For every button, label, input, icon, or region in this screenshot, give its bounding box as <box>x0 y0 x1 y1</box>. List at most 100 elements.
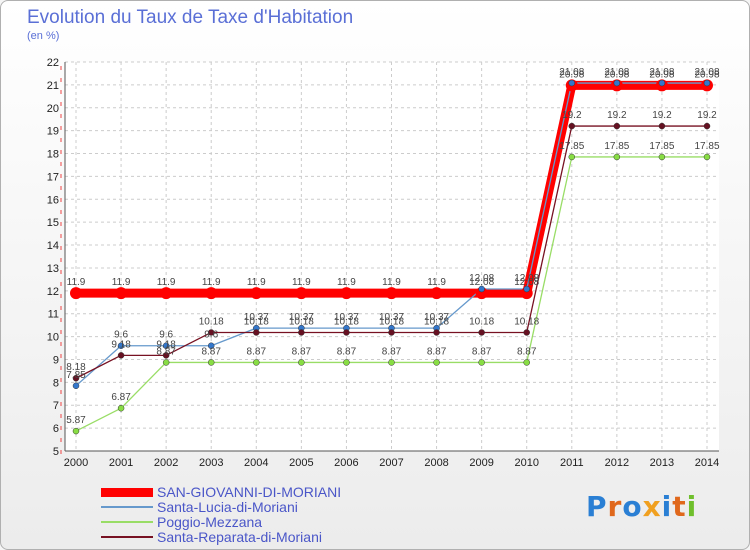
data-point-2 <box>568 153 576 161</box>
data-point-2 <box>703 153 711 161</box>
data-point-1 <box>703 79 711 87</box>
x-tick-label: 2005 <box>289 457 313 469</box>
data-point-0 <box>295 287 308 300</box>
data-label-0: 11.9 <box>112 277 131 288</box>
data-label-2: 8.87 <box>201 346 221 357</box>
y-tick-label: 19 <box>47 126 59 138</box>
legend-item: Santa-Lucia-di-Moriani <box>101 500 401 515</box>
data-label-1: 10.37 <box>334 312 359 323</box>
legend-swatch <box>101 506 153 508</box>
data-point-0 <box>70 287 82 300</box>
data-point-2 <box>253 359 260 366</box>
data-label-1: 21.08 <box>694 67 719 78</box>
data-label-1: 12.08 <box>514 273 539 284</box>
data-label-3: 10.18 <box>199 316 224 327</box>
data-point-0 <box>385 287 398 300</box>
x-tick-label: 2004 <box>244 457 268 469</box>
data-point-3 <box>613 122 621 130</box>
data-point-2 <box>478 359 485 366</box>
data-label-2: 8.87 <box>337 346 357 357</box>
data-point-3 <box>117 352 125 359</box>
data-point-0 <box>160 287 173 300</box>
chart-title: Evolution du Taux de Taxe d'Habitation <box>27 7 354 28</box>
data-point-2 <box>162 359 170 366</box>
x-tick-label: 2007 <box>379 457 403 469</box>
data-label-2: 6.87 <box>111 392 131 403</box>
legend-label: Poggio-Mezzana <box>157 514 263 530</box>
data-point-1 <box>568 79 576 87</box>
data-point-1 <box>117 342 125 349</box>
legend-swatch <box>101 536 153 538</box>
x-tick-label: 2001 <box>109 457 133 469</box>
data-label-1: 9.6 <box>204 330 218 341</box>
data-label-3: 10.18 <box>469 316 494 327</box>
legend-label: Santa-Lucia-di-Moriani <box>157 499 298 515</box>
data-point-0 <box>205 287 218 300</box>
data-point-2 <box>298 359 305 366</box>
y-tick-label: 21 <box>47 80 59 92</box>
y-tick-label: 12 <box>47 286 59 298</box>
data-point-3 <box>433 329 440 336</box>
data-label-0: 20.98 <box>694 69 719 80</box>
data-label-2: 17.85 <box>604 141 629 152</box>
data-point-3 <box>207 329 215 336</box>
data-label-3: 10.18 <box>244 316 269 327</box>
data-point-1 <box>478 285 485 293</box>
data-label-3: 9.18 <box>156 339 176 350</box>
y-tick-label: 7 <box>53 400 59 412</box>
data-label-3: 9.18 <box>111 339 131 350</box>
data-point-2 <box>72 427 80 435</box>
data-label-0: 11.9 <box>427 277 446 288</box>
data-label-3: 10.18 <box>289 316 314 327</box>
data-label-2: 8.87 <box>517 346 537 357</box>
data-point-0 <box>430 287 443 300</box>
y-tick-label: 16 <box>47 194 59 206</box>
x-tick-label: 2006 <box>334 457 358 469</box>
y-tick-label: 18 <box>47 149 59 161</box>
data-point-1 <box>658 79 666 87</box>
data-label-3: 10.18 <box>334 316 359 327</box>
data-label-2: 8.87 <box>472 346 492 357</box>
y-tick-label: 11 <box>48 309 59 321</box>
data-label-0: 20.98 <box>649 69 674 80</box>
data-point-2 <box>117 404 125 412</box>
x-tick-label: 2012 <box>605 457 629 469</box>
data-label-0: 20.98 <box>559 69 584 80</box>
data-label-0: 11.9 <box>247 277 266 288</box>
data-label-3: 19.2 <box>607 110 627 121</box>
data-point-2 <box>343 359 350 366</box>
data-label-0: 11.9 <box>202 277 221 288</box>
x-tick-label: 2008 <box>424 457 448 469</box>
data-point-0 <box>115 287 128 300</box>
data-point-0 <box>340 287 353 300</box>
data-label-0: 11.9 <box>337 277 356 288</box>
y-tick-label: 13 <box>47 263 59 275</box>
data-label-2: 8.87 <box>247 346 267 357</box>
data-label-2: 17.85 <box>694 141 719 152</box>
data-label-3: 10.18 <box>514 316 539 327</box>
data-label-3: 19.2 <box>652 110 672 121</box>
data-point-2 <box>613 153 621 161</box>
data-label-1: 10.37 <box>289 312 314 323</box>
legend-item: Poggio-Mezzana <box>101 515 401 530</box>
data-label-1: 10.37 <box>379 312 404 323</box>
legend-item: SAN-GIOVANNI-DI-MORIANI <box>101 485 401 500</box>
data-label-2: 8.87 <box>427 346 447 357</box>
data-label-2: 5.87 <box>66 415 86 426</box>
y-tick-label: 8 <box>53 377 59 389</box>
data-point-1 <box>162 342 170 349</box>
data-label-0: 11.9 <box>382 277 401 288</box>
x-tick-label: 2002 <box>154 457 178 469</box>
data-label-1: 21.08 <box>649 67 674 78</box>
data-label-1: 9.6 <box>114 330 128 341</box>
data-point-3 <box>253 329 260 336</box>
data-point-3 <box>478 329 485 336</box>
data-label-0: 11.9 <box>67 277 86 288</box>
data-point-3 <box>72 374 80 382</box>
data-point-3 <box>162 352 170 359</box>
legend: SAN-GIOVANNI-DI-MORIANI Santa-Lucia-di-Mo… <box>101 485 401 545</box>
x-tick-label: 2003 <box>199 457 223 469</box>
data-label-3: 10.18 <box>424 316 449 327</box>
legend-swatch <box>101 521 153 523</box>
